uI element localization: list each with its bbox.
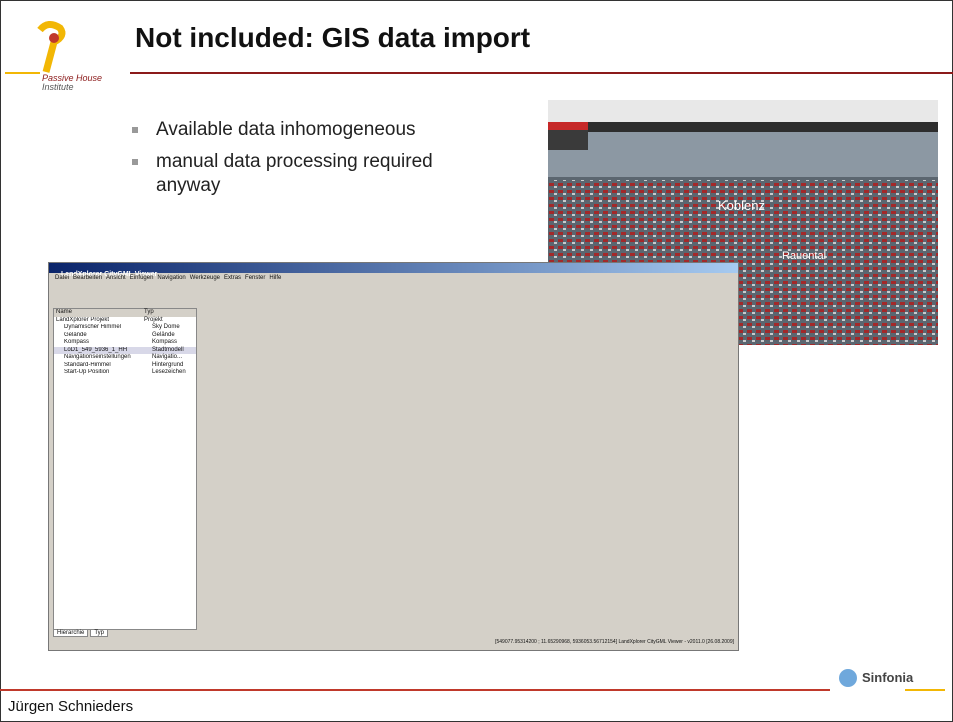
viewer-window: LandXplorer CityGML Viewer Datei Bearbeit… (48, 262, 739, 651)
tree-type: Stadtmodell (152, 346, 184, 353)
logo-text: Passive House Institute (42, 74, 102, 92)
map-label: Koblenz (718, 198, 765, 213)
viewer-status: [549077.95314200 ; 11.65290968, 5936053.… (495, 639, 734, 645)
logo-line2: Institute (42, 82, 74, 92)
tree-header: Name Typ (54, 309, 196, 317)
viewer-tree: Name Typ LandXplorer Projekt Projekt Dynam… (53, 308, 197, 630)
tree-name: LandXplorer Projekt (56, 316, 110, 323)
tree-row[interactable]: Kompass Kompass (54, 339, 196, 347)
browser-sky (548, 132, 938, 177)
menu-item[interactable]: Werkzeuge (189, 275, 221, 281)
tree-row[interactable]: Navigationseinstellungen Navigatio... (54, 354, 196, 362)
tree-name: Dynamischer Himmel (64, 324, 122, 330)
tree-type: Navigatio... (152, 354, 183, 360)
browser-sidebar-header (548, 122, 588, 130)
menu-item[interactable]: Hilfe (269, 275, 282, 281)
tree-row[interactable]: Gelände Gelände (54, 332, 196, 340)
logo-line1: Passive House (42, 73, 103, 83)
tree-type: Projekt (144, 316, 163, 323)
tab[interactable]: Typ (90, 629, 109, 637)
logo-dot (49, 33, 59, 43)
tree-header-cell: Name (56, 309, 73, 315)
tree-name: Start-Up Position (64, 369, 110, 375)
viewer-titlebar: LandXplorer CityGML Viewer (49, 263, 738, 278)
tree-type: Sky Dome (152, 324, 180, 330)
logo-mark (37, 21, 66, 73)
tree-header-cell: Typ (144, 309, 154, 315)
menu-item[interactable]: Fenster (245, 275, 266, 281)
tree-row[interactable]: LandXplorer Projekt Projekt (54, 317, 196, 325)
sponsor-mark (839, 669, 857, 687)
tree-name: LoD1_549_5936_1_HH (64, 346, 128, 353)
bullet: manual data processing required anyway (130, 150, 460, 198)
menu-item[interactable]: Navigation (157, 275, 186, 281)
tree-type: Gelände (152, 331, 175, 338)
slide-title: Not included: GIS data import (135, 22, 531, 53)
tree-row[interactable]: LoD1_549_5936_1_HH Stadtmodell (54, 346, 196, 354)
menu-item[interactable]: Ansicht (106, 275, 126, 281)
viewer-title: LandXplorer CityGML Viewer (61, 271, 158, 278)
tree-name: Kompass (64, 339, 90, 345)
sponsor-logo: Sinfonia (862, 670, 914, 685)
menu-item[interactable]: Datei (55, 275, 70, 281)
tree-row[interactable]: Start-Up Position Lesezeichen (54, 369, 196, 377)
menu-item[interactable]: Extras (224, 275, 242, 281)
tree-name: Gelände (64, 331, 87, 338)
tree-type: Hintergrund (152, 361, 184, 368)
menu-item[interactable]: Einfügen (129, 275, 154, 281)
tree-row[interactable]: Standard-Himmel Hintergrund (54, 362, 196, 370)
browser-toolbar (548, 100, 938, 122)
viewer-tabs: Hierarchie Typ (53, 629, 109, 637)
viewer-menu: Datei Bearbeiten Ansicht Einfügen Navigation… (55, 275, 281, 281)
tab[interactable]: Hierarchie (53, 629, 89, 637)
tree-type: Kompass (152, 339, 178, 345)
bullet: Available data inhomogeneous (130, 118, 460, 142)
map-label: Rauental (782, 250, 827, 262)
tree-name: Standard-Himmel (64, 361, 111, 368)
menu-item[interactable]: Bearbeiten (73, 275, 103, 281)
browser-bar (548, 122, 938, 132)
tree-name: Navigationseinstellungen (64, 354, 131, 360)
tree-type: Lesezeichen (152, 369, 186, 375)
tree-row[interactable]: Dynamischer Himmel Sky Dome (54, 324, 196, 332)
footer-author: Jürgen Schnieders (8, 698, 134, 715)
bullet-list: Available data inhomogeneous manual data… (130, 118, 460, 206)
